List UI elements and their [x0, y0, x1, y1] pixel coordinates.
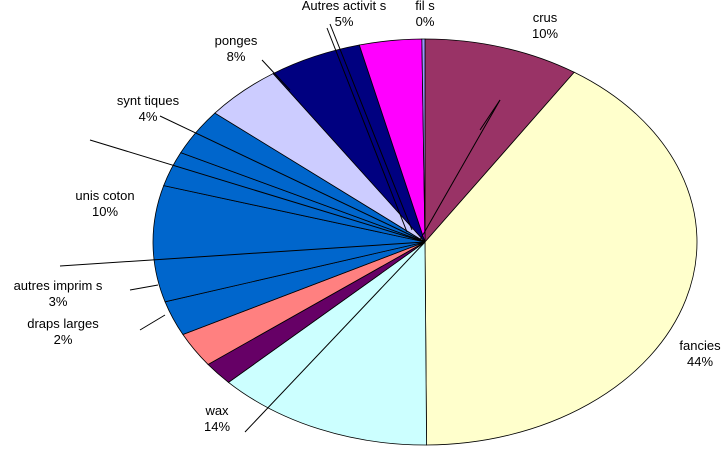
leader-line-autres-imprim-s: [129, 284, 159, 291]
leader-line-extra-0: [89, 139, 426, 243]
slice-label-unis-coton: unis coton: [75, 188, 134, 203]
pie-slice-fil-s: [421, 38, 426, 243]
slice-label-autres-activit-s: Autres activit s: [302, 0, 387, 13]
leader-line-synt-tiques: [159, 115, 426, 243]
slice-percent-unis-coton: 10%: [92, 204, 118, 219]
slice-label-draps-larges: draps larges: [27, 316, 99, 331]
leader-line-extra-2: [326, 27, 408, 233]
slice-label-wax: wax: [204, 403, 229, 418]
leader-line-ponges: [261, 59, 291, 91]
leader-line-crus: [479, 99, 501, 131]
slice-percent-autres-imprim-s: 3%: [49, 294, 68, 309]
slice-percent-autres-activit-s: 5%: [335, 14, 354, 29]
leader-line-extra-1: [59, 241, 426, 267]
slice-label-autres-imprim-s: autres imprim s: [14, 278, 103, 293]
slice-label-fancies: fancies: [679, 338, 721, 353]
slice-label-synt-tiques: synt tiques: [117, 93, 180, 108]
pie-slice-fancies: [424, 71, 698, 446]
slice-percent-synt-tiques: 4%: [139, 109, 158, 124]
leader-line-extra-3: [419, 99, 501, 241]
slice-percent-wax: 14%: [204, 419, 230, 434]
slice-label-fil-s: fil s: [415, 0, 435, 13]
leader-line-draps-larges: [139, 314, 166, 331]
leader-line-wax: [244, 241, 426, 433]
slice-percent-crus: 10%: [532, 26, 558, 41]
slice-percent-fancies: 44%: [687, 354, 713, 369]
slice-percent-ponges: 8%: [227, 49, 246, 64]
slice-percent-fil-s: 0%: [416, 14, 435, 29]
slice-label-ponges: ponges: [215, 33, 258, 48]
slice-label-crus: crus: [533, 10, 558, 25]
slice-percent-draps-larges: 2%: [54, 332, 73, 347]
pie-slice-unis-coton: [152, 185, 426, 303]
leader-line-autres-activit-s: [329, 23, 413, 231]
pie-slice-crus: [424, 38, 575, 244]
